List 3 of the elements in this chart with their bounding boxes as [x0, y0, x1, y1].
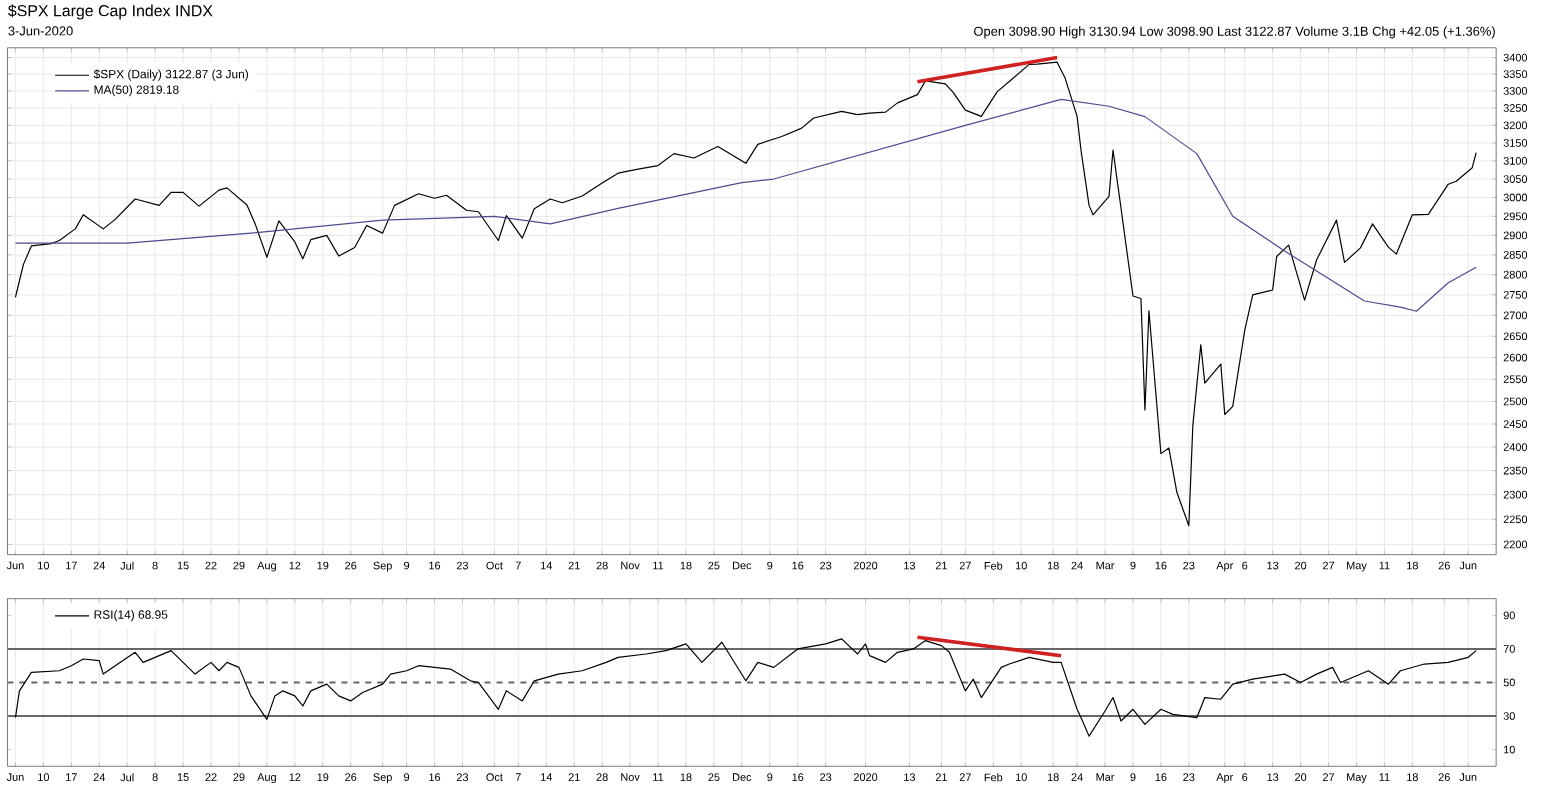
line-series — [14, 98, 1477, 312]
line-series — [14, 61, 1477, 527]
line-series — [14, 638, 1477, 737]
